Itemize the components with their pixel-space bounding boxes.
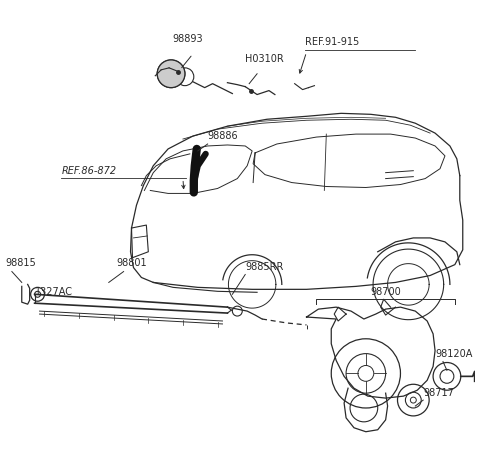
Text: 98801: 98801 [117,258,147,267]
Text: REF.86-872: REF.86-872 [61,166,117,176]
Text: 98120A: 98120A [435,348,472,359]
Text: 98886: 98886 [208,131,238,141]
Text: 98700: 98700 [370,287,401,297]
Text: REF.91-915: REF.91-915 [304,37,359,47]
Text: 98893: 98893 [172,34,203,44]
Text: H0310R: H0310R [245,54,284,64]
Text: 98815: 98815 [5,258,36,267]
Text: 9885RR: 9885RR [245,261,284,272]
Text: 1327AC: 1327AC [35,287,72,297]
Circle shape [157,60,185,88]
Text: 98717: 98717 [423,388,454,398]
